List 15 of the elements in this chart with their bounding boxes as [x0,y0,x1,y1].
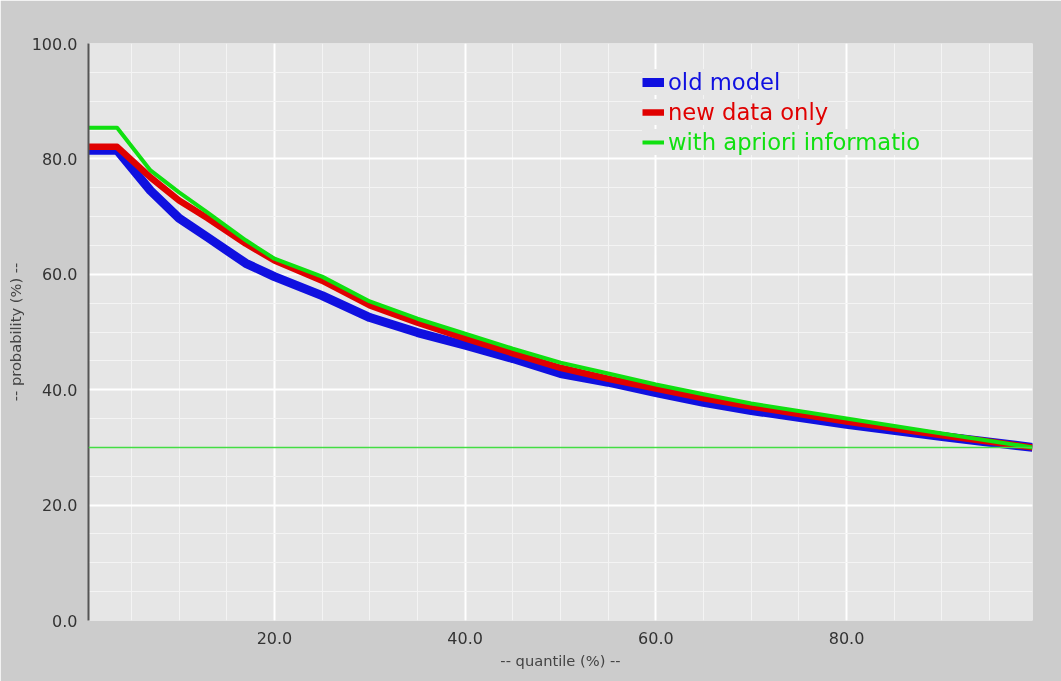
y-tick-label: 20.0 [41,496,78,516]
x-tick-label: 20.0 [256,628,293,648]
y-tick-label: 60.0 [41,265,78,285]
y-tick-label: 100.0 [31,34,78,54]
x-tick-label: 40.0 [447,628,483,648]
x-axis-title: -- quantile (%) -- [500,651,621,669]
y-tick-label: 0.0 [52,611,78,631]
y-tick-label: 80.0 [41,149,78,169]
x-tick-label: 80.0 [828,628,865,648]
legend-label: new data only [668,99,829,125]
legend-label: with apriori informatio [668,129,921,155]
legend-label: old model [668,69,781,95]
x-tick-label: 60.0 [638,628,674,648]
y-tick-label: 40.0 [41,380,78,400]
y-axis-title: -- probability (%) -- [6,262,24,402]
